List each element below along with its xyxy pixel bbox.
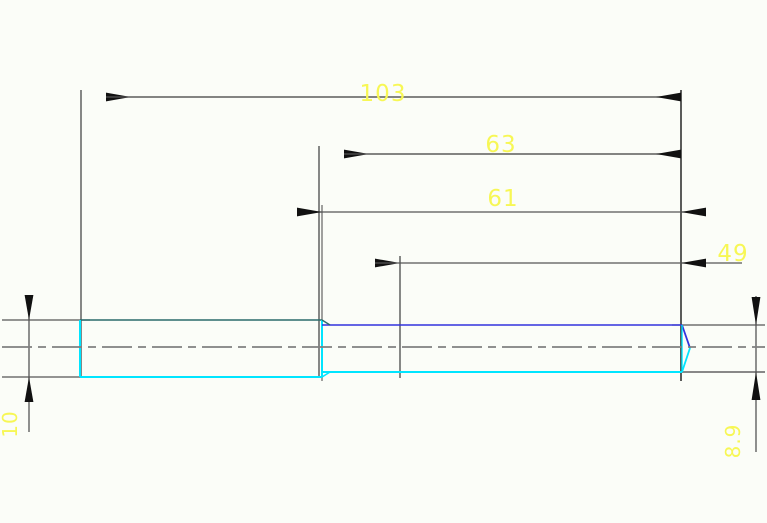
dimension-10[interactable]: 10 — [0, 295, 34, 438]
dimension-arrow-8-9-bottom — [751, 372, 761, 400]
dimension-label-61: 61 — [487, 186, 518, 212]
dimension-label-63: 63 — [485, 132, 516, 158]
dimension-arrow-10-top — [24, 295, 34, 320]
dimension-arrow-10-bottom — [24, 377, 34, 402]
part-edge-step-shoulder-top — [321, 319, 331, 326]
dimension-103[interactable]: 103 — [106, 81, 681, 107]
dimension-63[interactable]: 63 — [344, 132, 681, 159]
part-edge-right-taper-top — [681, 324, 691, 349]
dimension-arrow-8-9-top — [751, 297, 761, 325]
part-edge-right-taper-bottom — [681, 347, 691, 373]
dimension-arrow-49-right — [681, 258, 706, 268]
dimension-label-49: 49 — [717, 241, 748, 267]
dimension-arrow-61-left — [297, 207, 322, 217]
dimension-49[interactable]: 49 — [375, 241, 749, 268]
dimension-label-103: 103 — [360, 81, 407, 107]
dimension-61[interactable]: 61 — [297, 186, 706, 217]
part-edge-step-shoulder-bottom — [321, 371, 331, 378]
dimension-label-10: 10 — [0, 410, 22, 437]
part-geometry-group[interactable] — [2, 319, 765, 378]
dimension-8-9[interactable]: 8.9 — [721, 296, 761, 459]
dimension-label-8-9: 8.9 — [721, 424, 745, 459]
